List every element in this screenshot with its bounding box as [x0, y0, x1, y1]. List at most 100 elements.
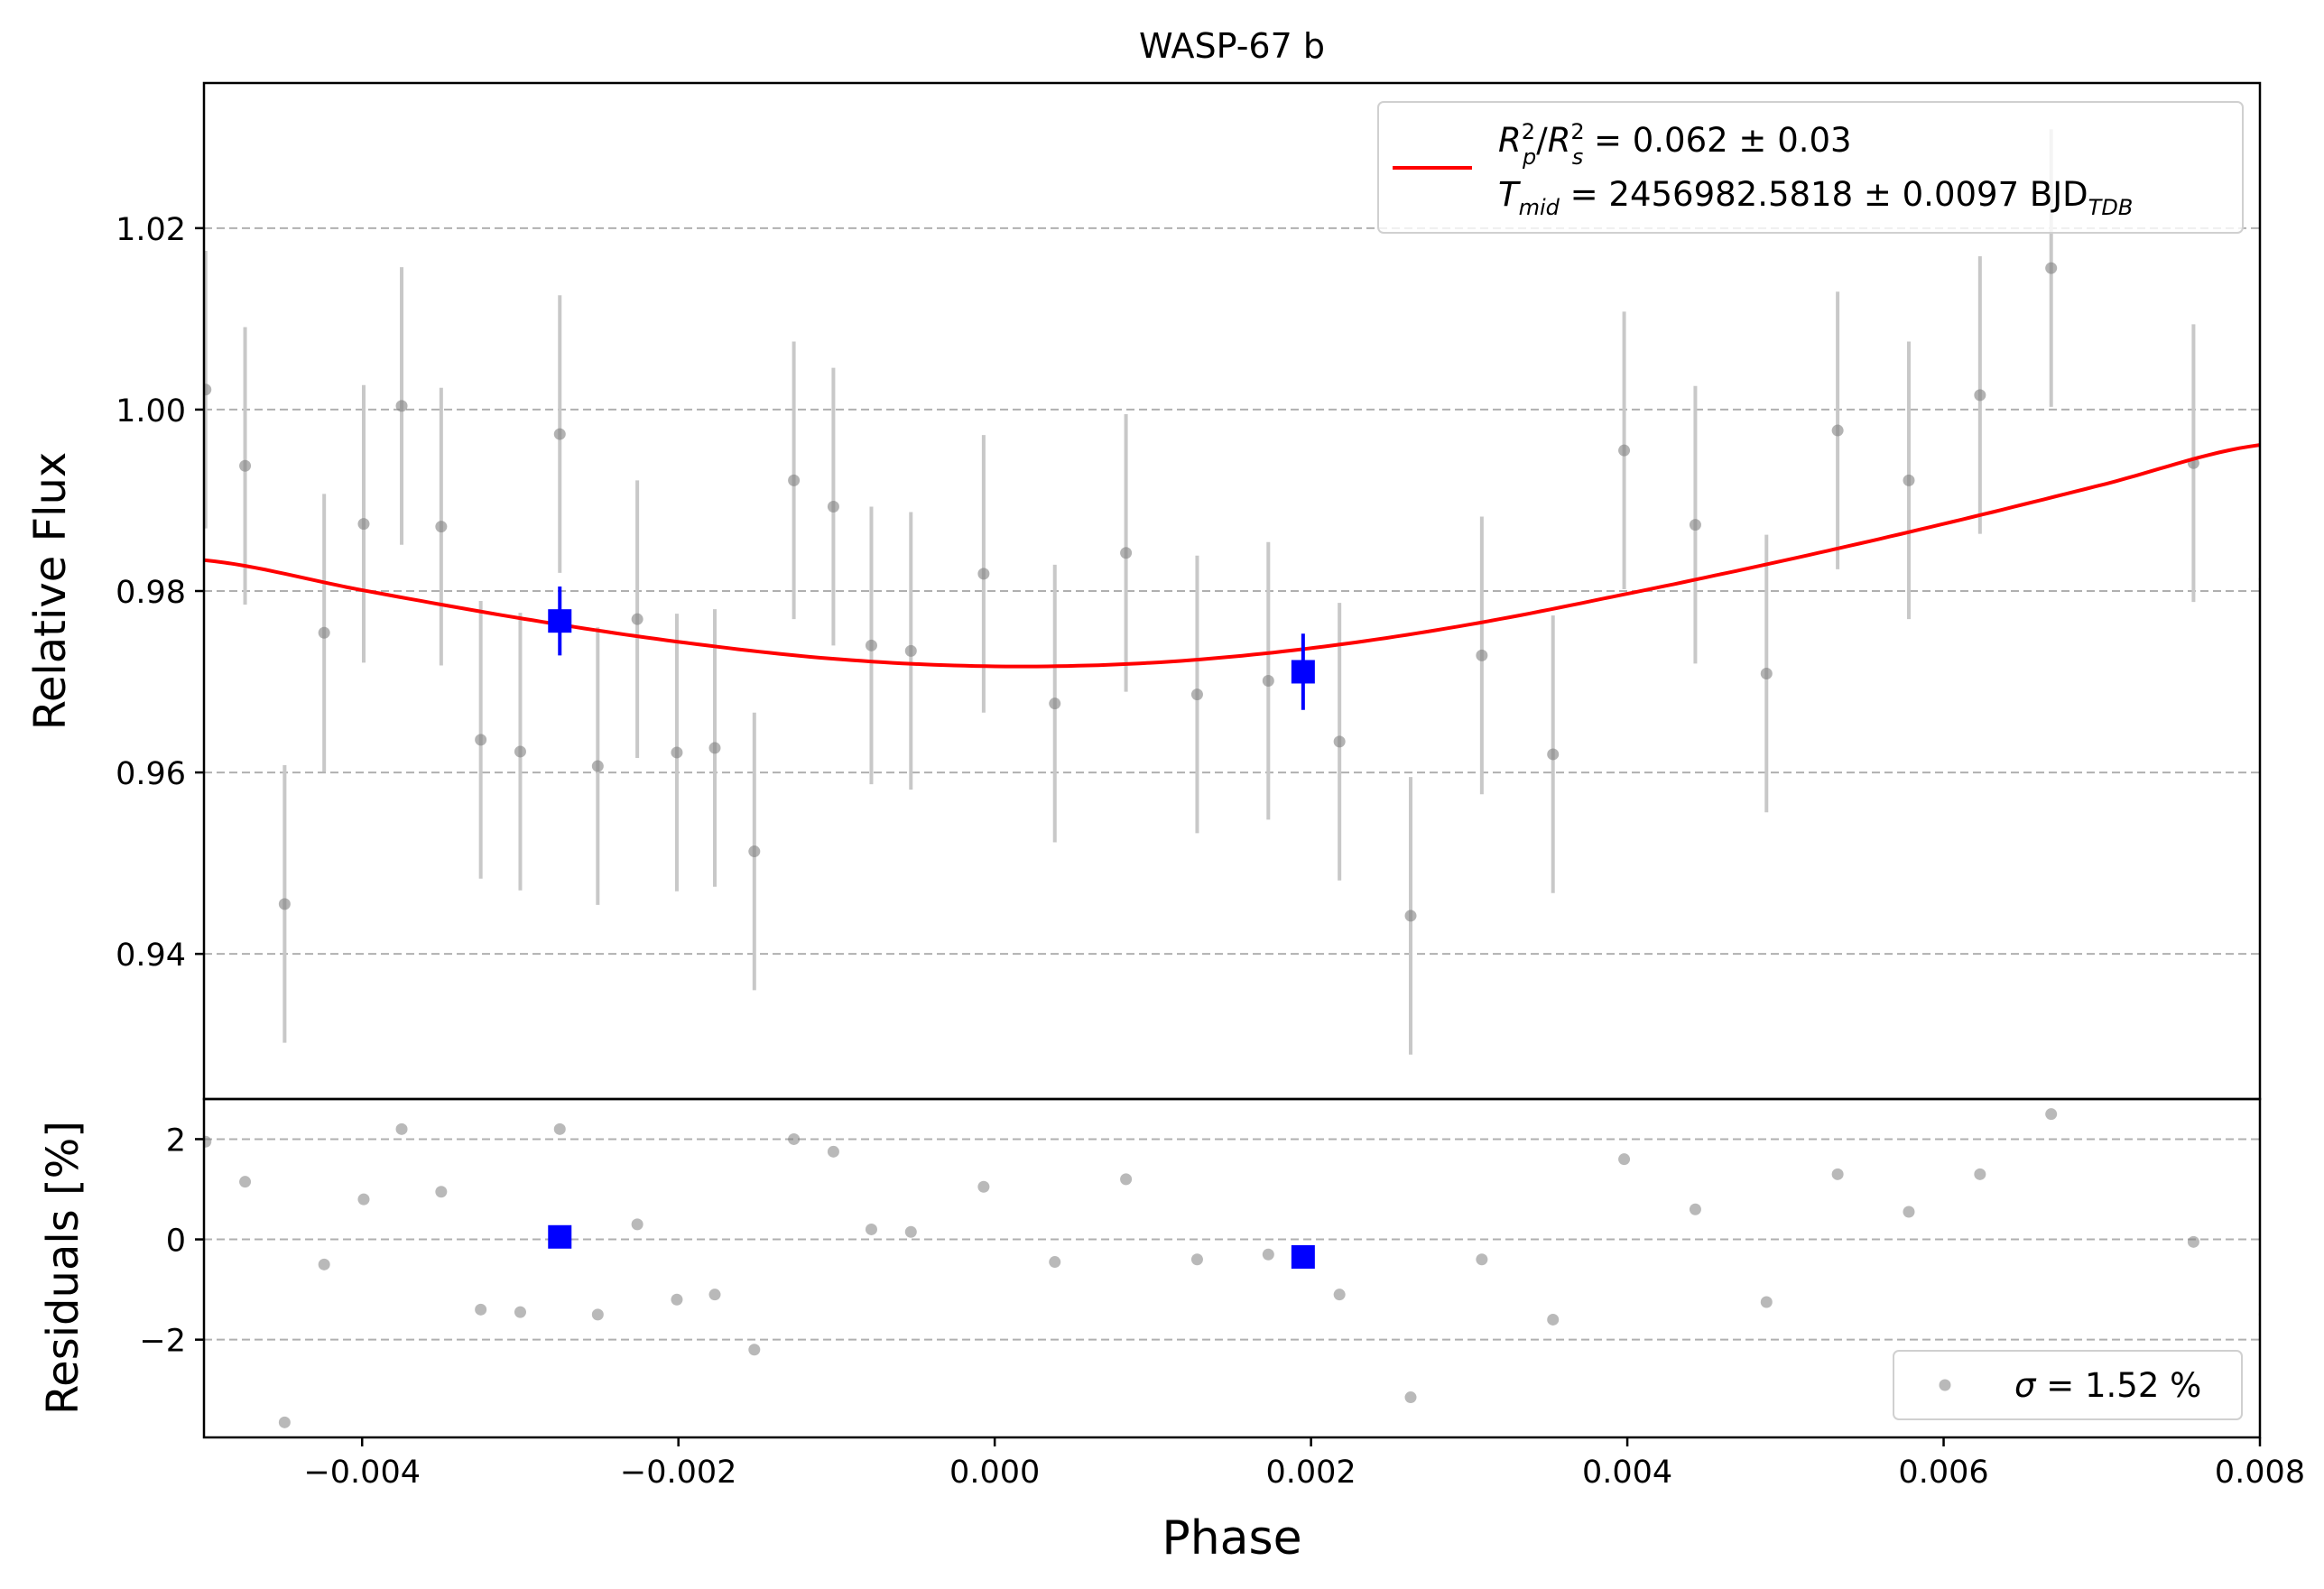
flux-point [708, 742, 721, 754]
flux-point [631, 613, 643, 625]
residual-point [748, 1344, 761, 1356]
residual-point [671, 1293, 683, 1306]
residual-binned-point [548, 1224, 572, 1249]
flux-point [553, 428, 566, 440]
flux-y-tick-label: 1.02 [116, 212, 186, 248]
residuals-legend-box [1893, 1350, 2243, 1420]
residual-binned-points [548, 1224, 1315, 1269]
flux-y-axis-label: Relative Flux [25, 452, 76, 731]
residual-point [2187, 1235, 2199, 1248]
flux-point [788, 474, 801, 486]
phase-x-ticks: −0.004 −0.002 0.000 0.002 0.004 0.006 0.008 [303, 1437, 2305, 1491]
flux-point [977, 568, 990, 580]
flux-point [827, 501, 839, 513]
flux-point [475, 734, 487, 746]
residual-point [1618, 1153, 1631, 1166]
residual-point [318, 1258, 330, 1270]
flux-point [748, 845, 761, 858]
flux-errorbars [204, 129, 2196, 1055]
x-axis-label: Phase [1162, 1511, 1301, 1566]
flux-grid [204, 226, 2260, 956]
phase-x-tick-label: −0.004 [303, 1455, 421, 1491]
flux-legend-radius-ratio: R2 p/R2 s = 0.062 ± 0.03 [1498, 119, 1852, 170]
phase-x-tick-label: 0.006 [1898, 1455, 1988, 1491]
residual-point [865, 1223, 877, 1235]
flux-point [1760, 667, 1773, 679]
residual-point [827, 1145, 839, 1158]
phase-x-tick-label: 0.004 [1582, 1455, 1672, 1491]
residual-point [1190, 1253, 1203, 1266]
residual-point [1760, 1296, 1773, 1308]
flux-point [514, 745, 526, 758]
flux-point [1903, 474, 1915, 486]
residuals-grid [204, 1138, 2260, 1341]
phase-x-tick-label: −0.002 [620, 1455, 737, 1491]
flux-y-tick-label: 0.96 [116, 756, 186, 792]
flux-point [435, 521, 448, 533]
flux-point [1190, 688, 1203, 701]
flux-point [1049, 697, 1061, 710]
residual-point [1903, 1206, 1915, 1218]
residual-point [514, 1306, 526, 1318]
flux-binned-points [548, 586, 1315, 710]
residual-point [1831, 1168, 1844, 1180]
flux-point [1618, 444, 1631, 457]
residual-point [708, 1289, 721, 1301]
residual-point [591, 1308, 604, 1321]
residual-point [1404, 1391, 1417, 1404]
flux-point [357, 518, 370, 531]
residual-point [1689, 1203, 1701, 1215]
flux-point [671, 746, 683, 759]
flux-point [278, 898, 291, 910]
residual-point [204, 1135, 212, 1148]
residual-point [1049, 1256, 1061, 1269]
residual-point [788, 1132, 801, 1145]
residual-point [2045, 1108, 2058, 1121]
flux-binned-point [1291, 660, 1315, 684]
phase-x-tick-label: 0.008 [2215, 1455, 2305, 1491]
phase-x-tick-label: 0.002 [1266, 1455, 1356, 1491]
flux-point [239, 459, 252, 472]
flux-point [2045, 262, 2058, 274]
residual-point [357, 1193, 370, 1206]
residuals-legend: σ = 1.52 % [1893, 1350, 2243, 1420]
residual-point [475, 1303, 487, 1316]
flux-point [1333, 735, 1346, 748]
flux-point [865, 639, 877, 651]
residuals-y-axis-label: Residuals [%] [38, 1121, 88, 1415]
residual-point [631, 1218, 643, 1231]
residual-point [904, 1225, 917, 1238]
flux-point [1262, 675, 1274, 688]
flux-point [318, 626, 330, 639]
residual-point [1974, 1168, 1986, 1180]
residuals-legend-sigma: σ = 1.52 % [2014, 1366, 2201, 1405]
residuals-y-ticks: −2 0 2 [139, 1122, 204, 1360]
residuals-axes-frame [202, 1097, 2262, 1439]
residual-point [977, 1180, 990, 1193]
flux-binned-point [548, 609, 572, 633]
flux-legend: R2 p/R2 s = 0.062 ± 0.03 Tmid = 2456982.58… [1377, 101, 2244, 234]
flux-point [1476, 649, 1488, 661]
chart-title: WASP-67 b [1139, 26, 1325, 66]
flux-point [1404, 910, 1417, 922]
residuals-y-tick-label: 2 [166, 1122, 186, 1159]
residual-point [278, 1416, 291, 1428]
residuals-y-tick-label: 0 [166, 1224, 186, 1260]
residuals-y-tick-label: −2 [139, 1324, 186, 1360]
phase-x-tick-label: 0.000 [949, 1455, 1040, 1491]
flux-point [1974, 389, 1986, 402]
flux-legend-midtime: Tmid = 2456982.5818 ± 0.0097 BJDTDB [1498, 175, 2133, 220]
flux-point [204, 383, 212, 396]
residual-point [1547, 1313, 1560, 1326]
flux-point [1547, 748, 1560, 761]
flux-point [1831, 424, 1844, 437]
residual-point [1476, 1253, 1488, 1266]
flux-y-tick-label: 0.94 [116, 938, 186, 974]
residual-point [553, 1122, 566, 1135]
flux-point [904, 644, 917, 657]
flux-y-ticks: 0.94 0.96 0.98 1.00 1.02 [116, 212, 204, 974]
residual-point [1262, 1248, 1274, 1261]
residual-point [435, 1186, 448, 1198]
residual-points [204, 1108, 2260, 1428]
